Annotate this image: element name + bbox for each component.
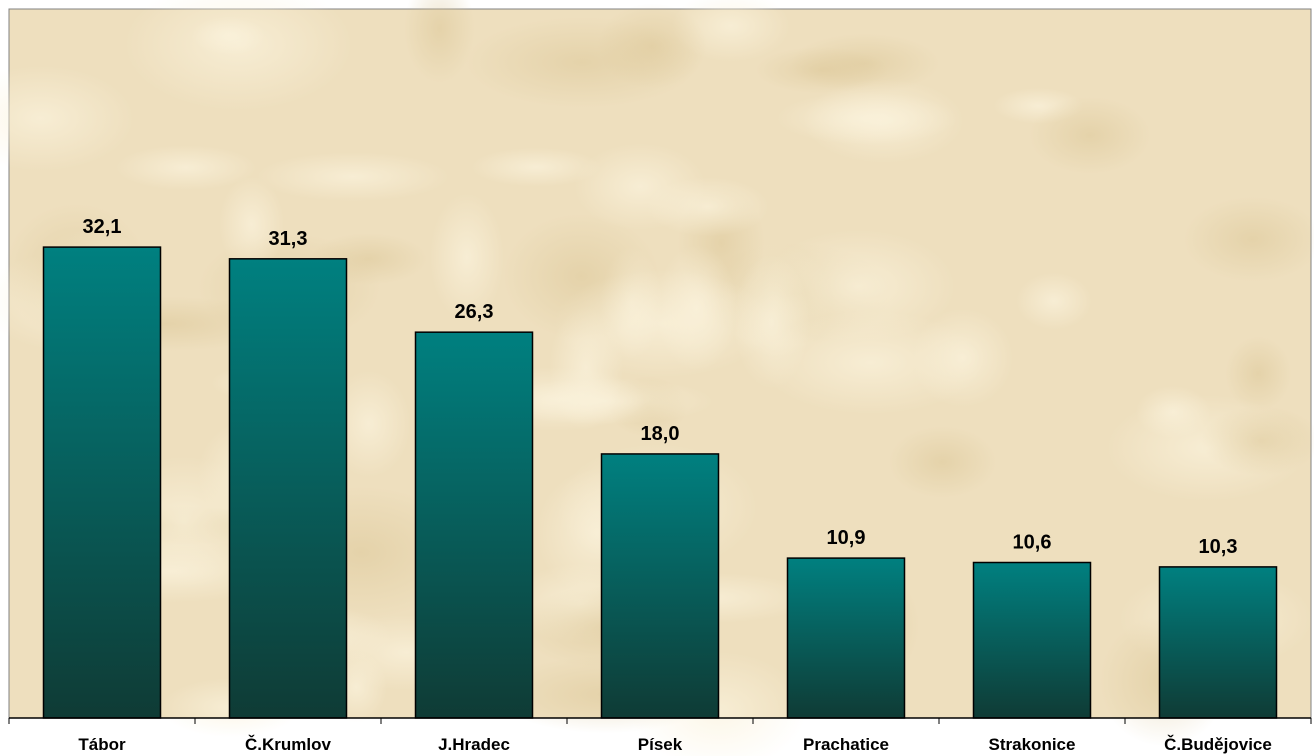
texture-blotch <box>1028 96 1151 175</box>
texture-blotch <box>1201 406 1314 476</box>
bar-5 <box>786 557 906 719</box>
bar-2 <box>228 258 348 719</box>
data-label-5: 10,9 <box>827 527 866 549</box>
texture-blotch <box>911 308 1014 408</box>
bar-1 <box>42 246 162 719</box>
x-tick-label-6: Strakonice <box>989 735 1076 754</box>
x-tick-label-2: Č.Krumlov <box>245 735 332 754</box>
data-labels-group: 32,1 31,3 26,3 18,0 10,9 10,6 10,3 <box>83 216 1238 558</box>
bar-4 <box>600 453 720 719</box>
texture-blotch <box>471 147 602 187</box>
texture-blotch <box>888 426 997 499</box>
texture-blotch <box>755 46 888 94</box>
bar-7 <box>1158 566 1278 719</box>
texture-blotch <box>1183 196 1314 283</box>
texture-blotch <box>553 269 773 378</box>
texture-blotch <box>191 16 266 55</box>
data-label-3: 26,3 <box>455 301 494 323</box>
texture-blotch <box>646 177 770 237</box>
data-label-4: 18,0 <box>641 423 680 445</box>
x-tick-label-3: J.Hradec <box>438 735 510 754</box>
texture-blotch <box>775 91 958 145</box>
x-axis: Tábor Č.Krumlov J.Hradec Písek Prachatice Str… <box>8 717 1312 754</box>
texture-blotch <box>491 378 715 425</box>
bar-6 <box>972 561 1092 719</box>
texture-blotch <box>1225 336 1292 412</box>
data-label-6: 10,6 <box>1013 531 1052 553</box>
texture-blotch <box>326 370 411 478</box>
data-label-1: 32,1 <box>83 216 122 238</box>
texture-blotch <box>255 152 450 202</box>
texture-blotch <box>218 176 285 273</box>
texture-blotch <box>429 192 505 322</box>
x-tick-label-4: Písek <box>638 735 683 754</box>
x-tick-label-7: Č.Budějovice <box>1164 735 1272 754</box>
texture-blotch <box>115 145 257 191</box>
data-label-2: 31,3 <box>269 228 308 250</box>
texture-blotch <box>0 65 135 172</box>
x-tick-label-1: Tábor <box>78 735 126 754</box>
texture-blotch <box>464 16 700 109</box>
texture-blotch <box>760 229 956 344</box>
data-label-7: 10,3 <box>1199 536 1238 558</box>
bars-group <box>42 246 1278 719</box>
texture-blotch <box>403 0 475 84</box>
texture-blotch <box>1016 272 1092 330</box>
x-tick-label-5: Prachatice <box>803 735 889 754</box>
bar-3 <box>414 331 534 719</box>
texture-blotch <box>123 0 353 111</box>
